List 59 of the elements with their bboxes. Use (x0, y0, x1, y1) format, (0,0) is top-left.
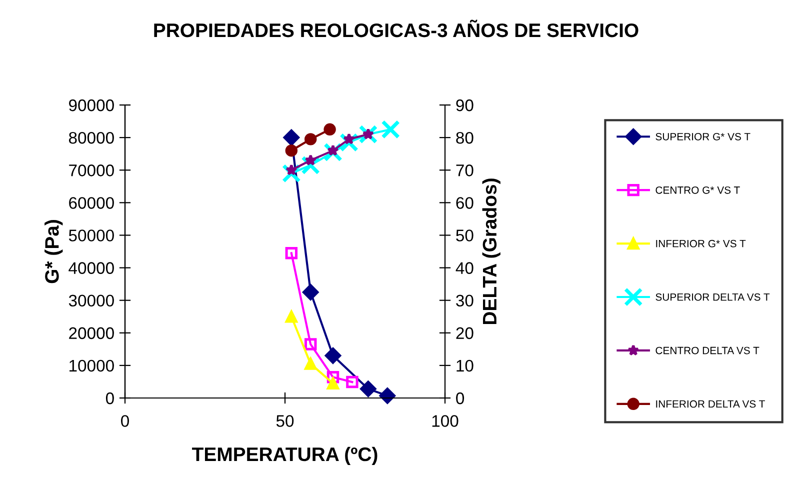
y2-tick-label: 40 (456, 262, 474, 274)
point (304, 154, 316, 166)
point (324, 348, 342, 364)
y-tick-label: 0 (106, 392, 114, 404)
point (301, 156, 320, 175)
chart-title: PROPIEDADES REOLOGICAS-3 AÑOS DE SERVICIO (154, 20, 638, 38)
y-tick-label: 90000 (69, 99, 114, 112)
point (327, 144, 339, 156)
legend-label: SUPERIOR DELTA VS T (656, 293, 770, 301)
y-axis-title: G* (Pa) (44, 220, 63, 284)
legend-label: INFERIOR G* VS T (656, 240, 746, 248)
point (326, 377, 340, 390)
y-tick-label: 10000 (70, 360, 114, 372)
point (286, 164, 298, 176)
point (379, 388, 396, 404)
point (326, 371, 340, 384)
x-axis-title: TEMPERATURA (ºC) (192, 446, 378, 465)
y-tick-label: 70000 (69, 164, 114, 176)
point (285, 144, 298, 157)
y-tick-label: 60000 (69, 197, 114, 209)
point (340, 132, 358, 152)
y2-tick-label: 10 (456, 360, 474, 372)
y2-tick-label: 80 (456, 132, 474, 144)
point (282, 164, 301, 183)
point (346, 376, 358, 388)
y2-tick-label: 90 (456, 99, 474, 112)
point (324, 142, 342, 162)
point (362, 128, 374, 140)
point (381, 120, 400, 139)
y-tick-label: 80000 (68, 132, 114, 144)
legend-label: CENTRO G* VS T (656, 186, 740, 194)
y2-tick-label: 70 (456, 164, 474, 176)
y2-tick-label: 60 (456, 197, 474, 209)
point (304, 338, 317, 350)
y-tick-label: 50000 (68, 230, 114, 242)
point (324, 123, 336, 136)
point (358, 124, 378, 144)
y2-tick-label: 50 (456, 230, 474, 242)
x-tick-label: 100 (432, 415, 458, 427)
legend-label: CENTRO DELTA VS T (656, 346, 760, 354)
point (360, 380, 376, 398)
y2-axis-title: DELTA (Grados) (482, 178, 500, 324)
legend-label: SUPERIOR G* VS T (656, 132, 750, 140)
point (304, 133, 317, 146)
point (304, 358, 317, 370)
y2-tick-label: 30 (456, 294, 474, 307)
x-tick-label: 0 (121, 415, 129, 427)
x-tick-label: 50 (276, 415, 294, 427)
y2-tick-label: 20 (456, 327, 474, 340)
point (285, 310, 298, 323)
y2-tick-label: 0 (456, 392, 464, 404)
point (343, 133, 355, 144)
legend-label: INFERIOR DELTA VS T (656, 400, 765, 408)
point (302, 284, 319, 300)
y-tick-label: 20000 (69, 327, 114, 340)
y-tick-label: 30000 (68, 294, 114, 307)
y-tick-label: 40000 (68, 262, 114, 274)
point (285, 247, 298, 260)
point (283, 129, 300, 146)
